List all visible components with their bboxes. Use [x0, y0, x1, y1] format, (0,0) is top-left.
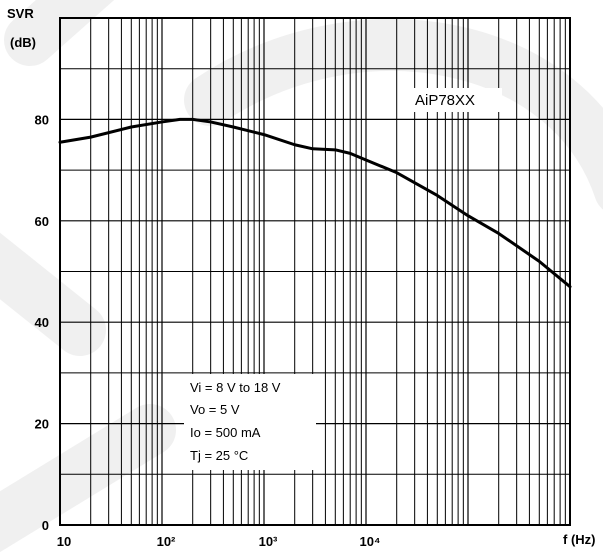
y-tick-label: 40 — [35, 315, 49, 330]
series-curve-group — [58, 117, 572, 289]
condition-vo: Vo = 5 V — [190, 402, 240, 417]
svr-series-line — [58, 117, 572, 289]
x-tick-label: 10² — [157, 534, 176, 549]
y-tick-label: 0 — [42, 518, 49, 533]
condition-tj: Tj = 25 °C — [190, 448, 248, 463]
x-axis-label: f (Hz) — [563, 532, 596, 547]
tick-labels: 0 20 40 60 80 10 10² 10³ 10⁴ — [35, 112, 381, 549]
condition-io: Io = 500 mA — [190, 425, 261, 440]
y-axis-label-line-2: (dB) — [10, 35, 36, 50]
x-tick-label: 10³ — [259, 534, 278, 549]
conditions-box — [184, 374, 316, 470]
series-label: AiP78XX — [415, 92, 475, 109]
x-tick-label: 10 — [57, 534, 71, 549]
y-tick-label: 20 — [35, 417, 49, 432]
y-tick-label: 80 — [35, 112, 49, 127]
y-tick-label: 60 — [35, 214, 49, 229]
series-label-box — [410, 88, 502, 112]
x-tick-label: 10⁴ — [360, 534, 381, 549]
condition-vi: Vi = 8 V to 18 V — [190, 380, 281, 395]
y-axis-label-line-1: SVR — [7, 6, 34, 21]
plot-frame — [59, 17, 571, 526]
